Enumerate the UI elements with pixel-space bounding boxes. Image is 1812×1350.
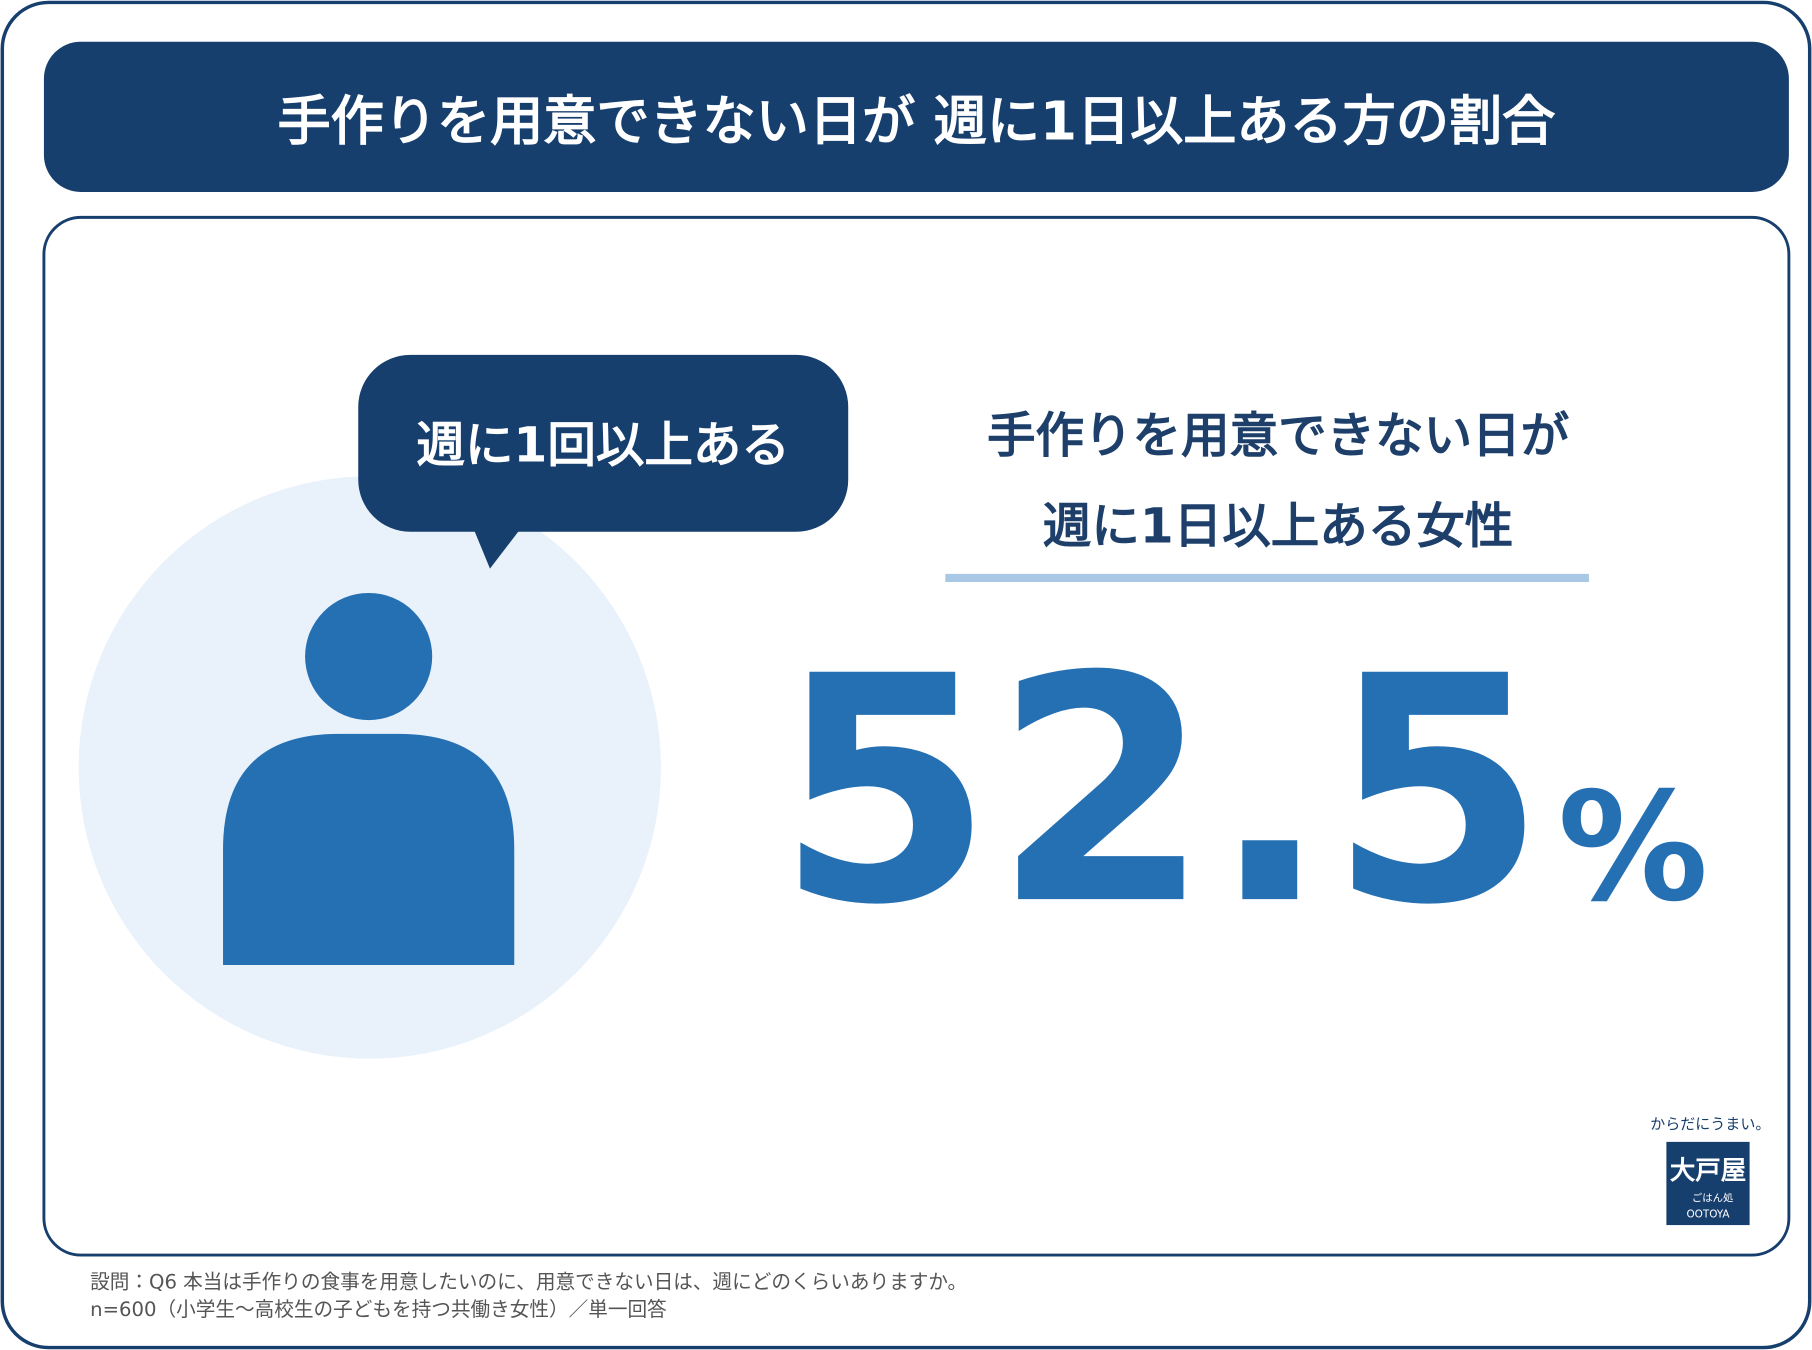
person-body — [223, 733, 515, 966]
stat-value: 52.5 — [776, 609, 1546, 973]
person-head — [305, 592, 433, 721]
title: 手作りを用意できない日が 週に1日以上ある方の割合 — [278, 91, 1557, 153]
headline-line: 週に1日以上ある女性 — [1043, 498, 1513, 554]
logo-roman: OOTOYA — [1687, 1209, 1731, 1221]
footnote-line: 設問：Q6 本当は手作りの食事を用意したいのに、用意できない日は、週にどのくらい… — [90, 1270, 967, 1293]
logo-brand: 大戸屋 — [1670, 1155, 1746, 1185]
bubble-tail — [473, 529, 521, 569]
logo-tagline: からだにうまい。 — [1650, 1115, 1770, 1133]
logo-subtitle: ごはん処 — [1692, 1191, 1734, 1204]
logo-box — [1666, 1141, 1750, 1226]
footnote-line: n=600（小学生～高校生の子どもを持つ共働き女性）／単一回答 — [90, 1298, 667, 1321]
headline-line: 手作りを用意できない日が — [987, 408, 1570, 464]
stat: 52.5% — [776, 609, 1708, 973]
title-bar — [43, 41, 1789, 192]
speech-bubble — [358, 354, 849, 532]
bubble-label: 週に1回以上ある — [417, 417, 790, 473]
stat-unit: % — [1558, 761, 1709, 935]
